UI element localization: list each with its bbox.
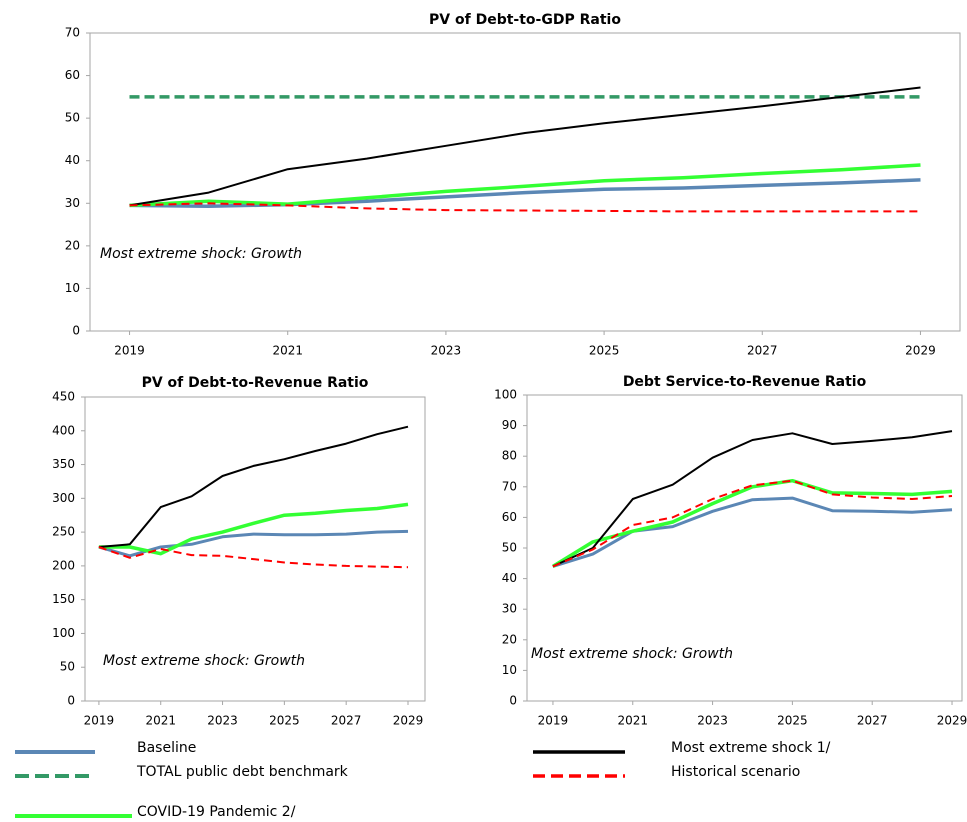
x-tick-label: 2019 bbox=[84, 714, 115, 728]
x-tick-label: 2021 bbox=[145, 714, 176, 728]
chart-title: Debt Service-to-Revenue Ratio bbox=[623, 374, 867, 390]
annotation: Most extreme shock: Growth bbox=[531, 646, 733, 662]
annotation: Most extreme shock: Growth bbox=[103, 653, 305, 669]
y-tick-label: 10 bbox=[65, 281, 80, 295]
y-tick-label: 100 bbox=[494, 388, 517, 402]
y-tick-label: 20 bbox=[65, 238, 80, 252]
y-tick-label: 60 bbox=[65, 68, 80, 82]
x-tick-label: 2023 bbox=[697, 714, 728, 728]
series-line bbox=[551, 478, 953, 568]
legend-label: Historical scenario bbox=[671, 764, 800, 780]
y-tick-label: 70 bbox=[65, 26, 80, 40]
x-tick-label: 2029 bbox=[905, 344, 936, 358]
x-tick-label: 2021 bbox=[617, 714, 648, 728]
y-tick-label: 50 bbox=[502, 541, 517, 555]
x-tick-label: 2023 bbox=[431, 344, 462, 358]
x-tick-label: 2029 bbox=[393, 714, 424, 728]
y-tick-label: 0 bbox=[509, 694, 517, 708]
y-tick-label: 0 bbox=[67, 694, 75, 708]
series-line bbox=[98, 425, 409, 548]
y-tick-label: 10 bbox=[502, 663, 517, 677]
y-tick-label: 450 bbox=[52, 390, 75, 404]
chart-title: PV of Debt-to-GDP Ratio bbox=[429, 12, 621, 28]
y-tick-label: 30 bbox=[65, 196, 80, 210]
x-tick-label: 2021 bbox=[272, 344, 303, 358]
y-tick-label: 300 bbox=[52, 491, 75, 505]
plot-frame bbox=[84, 396, 426, 702]
series-line bbox=[552, 430, 953, 568]
y-tick-label: 20 bbox=[502, 632, 517, 646]
y-tick-label: 0 bbox=[72, 324, 80, 338]
x-tick-label: 2025 bbox=[589, 344, 620, 358]
legend-label: COVID-19 Pandemic 2/ bbox=[137, 804, 296, 818]
series-line bbox=[129, 86, 921, 207]
y-tick-label: 200 bbox=[52, 558, 75, 572]
legend-label: TOTAL public debt benchmark bbox=[136, 764, 349, 780]
chart-title: PV of Debt-to-Revenue Ratio bbox=[142, 375, 369, 391]
y-tick-label: 150 bbox=[52, 592, 75, 606]
series-line bbox=[552, 496, 953, 568]
y-tick-label: 350 bbox=[52, 457, 75, 471]
series-line bbox=[98, 546, 409, 569]
y-tick-label: 250 bbox=[52, 525, 75, 539]
x-tick-label: 2025 bbox=[777, 714, 808, 728]
y-tick-label: 60 bbox=[502, 510, 517, 524]
legend-label: Baseline bbox=[137, 740, 196, 756]
y-tick-label: 90 bbox=[502, 418, 517, 432]
series-line bbox=[552, 479, 953, 568]
x-tick-label: 2027 bbox=[331, 714, 362, 728]
y-tick-label: 40 bbox=[502, 571, 517, 585]
legend-label: Most extreme shock 1/ bbox=[671, 740, 831, 756]
x-tick-label: 2027 bbox=[857, 714, 888, 728]
annotation: Most extreme shock: Growth bbox=[100, 246, 302, 262]
series-line bbox=[98, 502, 409, 556]
y-tick-label: 70 bbox=[502, 479, 517, 493]
x-tick-label: 2019 bbox=[538, 714, 569, 728]
x-tick-label: 2019 bbox=[114, 344, 145, 358]
y-tick-label: 50 bbox=[65, 111, 80, 125]
x-tick-label: 2025 bbox=[269, 714, 300, 728]
x-tick-label: 2027 bbox=[747, 344, 778, 358]
y-tick-label: 30 bbox=[502, 602, 517, 616]
y-tick-label: 400 bbox=[52, 423, 75, 437]
y-tick-label: 80 bbox=[502, 449, 517, 463]
y-tick-label: 50 bbox=[60, 660, 75, 674]
y-tick-label: 100 bbox=[52, 626, 75, 640]
y-tick-label: 40 bbox=[65, 153, 80, 167]
x-tick-label: 2023 bbox=[207, 714, 238, 728]
x-tick-label: 2029 bbox=[937, 714, 967, 728]
plot-frame bbox=[89, 32, 961, 332]
series-line bbox=[129, 202, 921, 213]
series-line bbox=[129, 163, 921, 208]
